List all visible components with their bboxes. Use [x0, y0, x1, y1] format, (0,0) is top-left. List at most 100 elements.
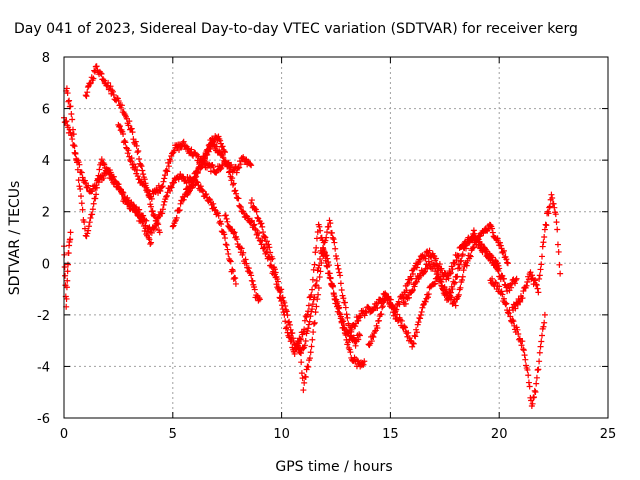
data-point — [449, 266, 456, 273]
data-point — [330, 283, 337, 290]
data-point — [328, 280, 335, 287]
data-point — [556, 261, 563, 268]
data-point — [451, 279, 458, 286]
data-point — [436, 261, 443, 268]
y-tick-label: -2 — [37, 309, 50, 324]
data-point — [310, 329, 317, 336]
data-point — [541, 319, 548, 326]
series-sat-c — [82, 63, 163, 236]
data-point — [116, 123, 123, 130]
data-point — [520, 288, 527, 295]
data-point — [169, 223, 176, 230]
data-point — [347, 349, 354, 356]
data-point — [64, 261, 71, 268]
data-point — [445, 295, 452, 302]
data-point — [84, 230, 91, 237]
data-point — [297, 349, 304, 356]
data-point — [481, 245, 488, 252]
data-point — [163, 167, 170, 174]
data-point — [222, 149, 229, 156]
data-point — [302, 338, 309, 344]
data-point — [157, 187, 164, 194]
data-point — [211, 139, 218, 146]
data-point — [126, 118, 133, 125]
data-point — [411, 283, 418, 290]
data-point — [489, 229, 496, 236]
series-sat-k — [365, 221, 511, 350]
data-point — [97, 70, 104, 77]
data-point — [460, 267, 467, 274]
data-point — [538, 261, 545, 268]
data-point — [267, 249, 274, 256]
data-point — [510, 318, 517, 325]
data-point — [542, 221, 549, 228]
data-point — [494, 235, 501, 242]
data-point — [132, 163, 139, 170]
data-point — [65, 250, 72, 257]
data-point — [167, 183, 174, 190]
data-point — [327, 274, 334, 281]
data-point — [467, 253, 474, 260]
data-point — [188, 146, 195, 153]
data-point — [124, 194, 131, 201]
data-point — [63, 85, 70, 92]
data-point — [548, 191, 555, 198]
data-point — [96, 166, 103, 173]
data-point — [335, 265, 342, 272]
data-point — [492, 261, 499, 268]
data-point — [300, 387, 307, 394]
x-tick-label: 0 — [60, 427, 68, 442]
data-point — [315, 291, 322, 298]
data-point — [67, 236, 74, 243]
data-point — [503, 256, 510, 263]
data-point — [151, 213, 158, 220]
data-point — [352, 323, 359, 330]
data-point — [105, 79, 112, 86]
data-point — [78, 169, 85, 176]
data-point — [243, 260, 250, 267]
data-point — [553, 219, 560, 226]
data-point — [81, 177, 88, 184]
data-point — [167, 187, 174, 194]
data-point — [125, 198, 132, 205]
data-point — [352, 342, 359, 349]
data-point — [142, 225, 149, 232]
data-point — [508, 284, 515, 291]
data-point — [260, 245, 267, 252]
data-point — [81, 225, 88, 232]
data-point — [334, 262, 341, 269]
data-point — [330, 236, 337, 243]
data-point — [326, 217, 333, 224]
data-point — [238, 245, 245, 252]
data-point — [331, 239, 338, 246]
data-point — [332, 245, 339, 252]
data-point — [355, 336, 362, 343]
data-point — [134, 173, 141, 180]
data-point — [85, 223, 92, 230]
data-point — [333, 255, 340, 262]
data-point — [540, 323, 547, 330]
data-point — [259, 237, 266, 244]
data-point — [283, 324, 290, 331]
data-point — [269, 255, 276, 262]
data-point — [217, 137, 224, 144]
data-point — [240, 249, 247, 256]
data-point — [540, 239, 547, 246]
data-point — [504, 259, 511, 266]
data-point — [406, 335, 413, 342]
data-point — [85, 227, 92, 234]
data-point — [532, 388, 539, 395]
data-point — [316, 273, 323, 280]
data-point — [453, 257, 460, 264]
data-point — [225, 163, 232, 170]
data-point — [248, 162, 255, 169]
data-point — [435, 271, 442, 278]
data-point — [67, 229, 74, 236]
data-point — [500, 275, 507, 282]
data-point — [401, 323, 408, 330]
data-point — [144, 187, 151, 194]
data-point — [211, 206, 218, 213]
data-point — [128, 201, 135, 208]
data-point — [534, 366, 541, 373]
data-point — [312, 249, 319, 256]
